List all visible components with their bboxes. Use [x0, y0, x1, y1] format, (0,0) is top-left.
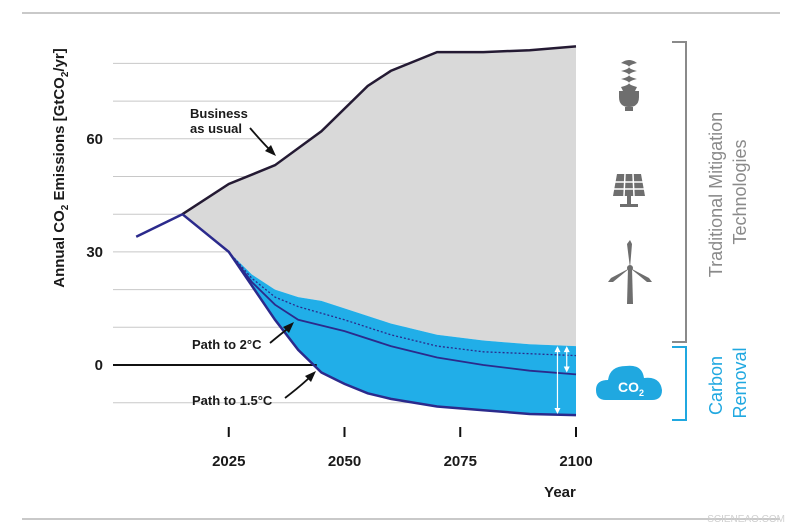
co2-icon-text: CO2	[618, 379, 644, 398]
removal-arrows	[554, 346, 570, 415]
series-path-2c-dashed	[181, 213, 577, 357]
annotation-path-2c: Path to 2°C	[192, 337, 262, 352]
arrowhead-path-2c	[283, 322, 294, 333]
y-tick-label: 60	[86, 131, 103, 148]
watermark: SCIENEAO.COM	[707, 514, 785, 525]
y-axis-title: Annual CO2 Emissions [GtCO2/yr]	[51, 48, 71, 288]
x-tick-label: 2075	[444, 453, 477, 470]
area-fills	[113, 46, 576, 416]
x-tick-label: 2025	[212, 453, 245, 470]
x-tick-label: 2050	[328, 453, 361, 470]
wind-turbine-icon	[608, 240, 652, 304]
series-business-as-usual	[181, 45, 577, 216]
annotation-path-1-5c: Path to 1.5°C	[192, 393, 273, 408]
annotation-arrows	[249, 127, 316, 399]
series-historical	[135, 213, 183, 238]
annotation-business-as-usual-line2: as usual	[190, 121, 242, 136]
removal-arrow-2c	[563, 346, 570, 373]
arrowhead-path-1-5c	[305, 371, 316, 382]
series-path-2c	[181, 213, 577, 376]
axis-ticks: 2025 2050 2075 2100 0 30 60	[86, 131, 592, 470]
x-axis-title: Year	[544, 484, 576, 501]
x-tick-label: 2100	[559, 453, 592, 470]
solar-panel-icon	[613, 173, 645, 207]
arrow-path-1-5c	[284, 375, 312, 399]
light-bulb-icon	[619, 60, 639, 111]
y-tick-label: 0	[95, 357, 103, 374]
arrowhead-business-as-usual	[265, 145, 276, 156]
traditional-bracket	[672, 41, 687, 343]
traditional-mitigation-area	[182, 46, 576, 347]
co2-cloud-icon: CO2	[596, 365, 662, 400]
removal-arrow-1-5c	[554, 346, 561, 415]
y-tick-label: 30	[86, 244, 103, 261]
annotation-business-as-usual-line1: Business	[190, 106, 248, 121]
traditional-mitigation-label: Traditional Mitigation Technologies	[706, 107, 750, 277]
carbon-removal-bracket	[672, 346, 687, 421]
series-path-1-5c	[181, 213, 577, 417]
carbon-removal-label: Carbon Removal	[706, 347, 750, 418]
series-lines	[135, 45, 577, 417]
